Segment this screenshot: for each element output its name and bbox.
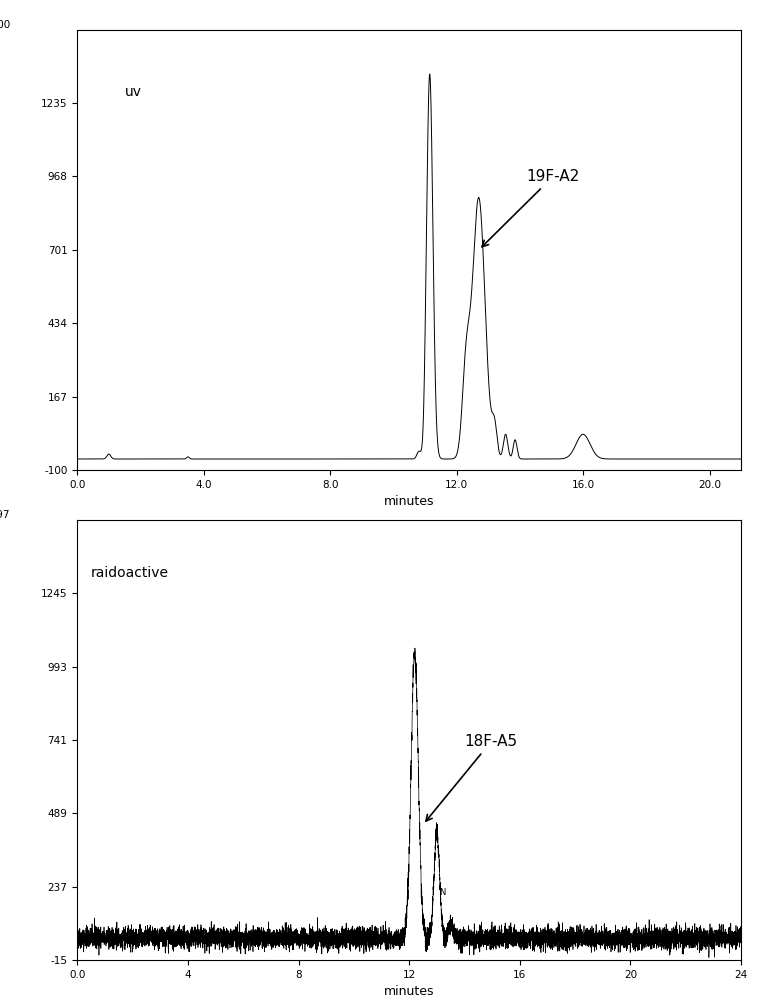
Text: 19F-A2: 19F-A2 bbox=[482, 169, 580, 247]
Text: 18F-A5: 18F-A5 bbox=[426, 734, 517, 821]
Text: 1497: 1497 bbox=[0, 510, 11, 520]
Text: N: N bbox=[439, 888, 446, 897]
Text: 1500: 1500 bbox=[0, 20, 11, 30]
Text: raidoactive: raidoactive bbox=[91, 566, 169, 580]
Text: uv: uv bbox=[124, 85, 141, 99]
X-axis label: minutes: minutes bbox=[384, 985, 435, 998]
X-axis label: minutes: minutes bbox=[384, 495, 435, 508]
